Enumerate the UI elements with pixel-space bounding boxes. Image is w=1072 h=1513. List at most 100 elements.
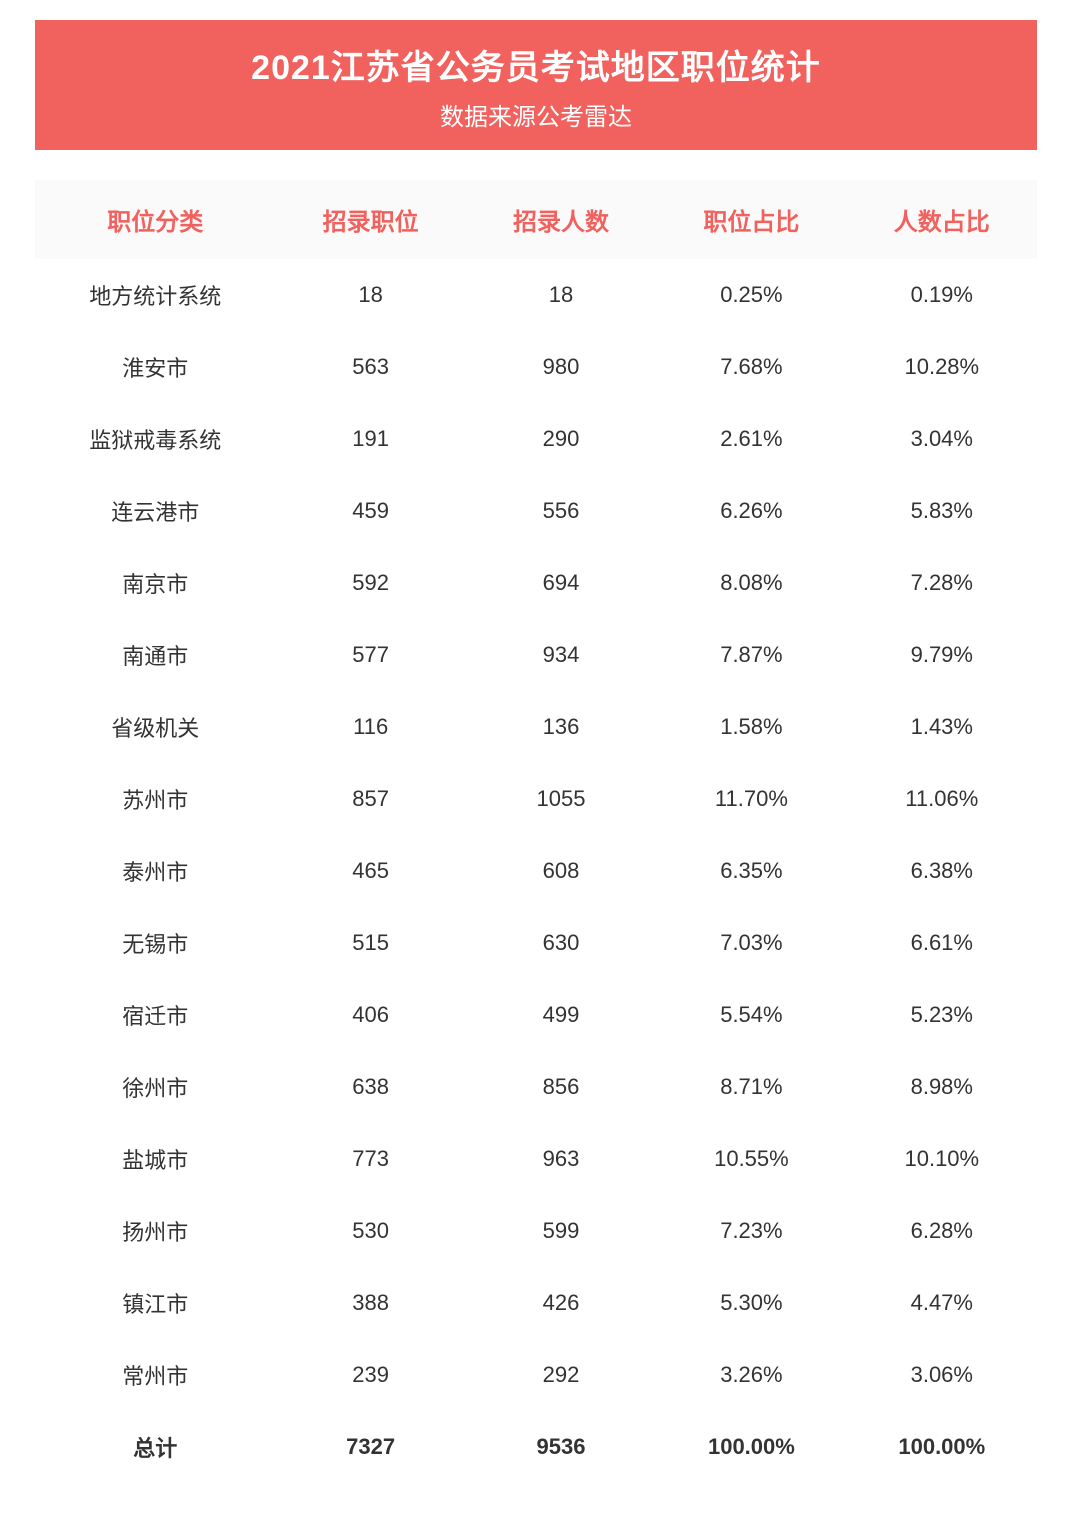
table-row: 地方统计系统18180.25%0.19% bbox=[35, 259, 1037, 331]
stats-table: 职位分类 招录职位 招录人数 职位占比 人数占比 地方统计系统18180.25%… bbox=[35, 180, 1037, 1483]
table-cell: 10.55% bbox=[656, 1123, 846, 1195]
table-cell: 608 bbox=[466, 835, 656, 907]
table-cell: 淮安市 bbox=[35, 331, 275, 403]
col-header: 招录人数 bbox=[466, 180, 656, 259]
table-cell: 563 bbox=[275, 331, 465, 403]
table-cell: 盐城市 bbox=[35, 1123, 275, 1195]
table-total-cell: 100.00% bbox=[656, 1411, 846, 1483]
table-cell: 泰州市 bbox=[35, 835, 275, 907]
table-cell: 南京市 bbox=[35, 547, 275, 619]
table-cell: 徐州市 bbox=[35, 1051, 275, 1123]
table-cell: 南通市 bbox=[35, 619, 275, 691]
table-cell: 6.26% bbox=[656, 475, 846, 547]
table-cell: 963 bbox=[466, 1123, 656, 1195]
table-cell: 630 bbox=[466, 907, 656, 979]
table-cell: 694 bbox=[466, 547, 656, 619]
table-total-cell: 100.00% bbox=[847, 1411, 1037, 1483]
table-cell: 592 bbox=[275, 547, 465, 619]
table-cell: 8.98% bbox=[847, 1051, 1037, 1123]
page-title: 2021江苏省公务员考试地区职位统计 bbox=[35, 40, 1037, 89]
table-cell: 934 bbox=[466, 619, 656, 691]
table-cell: 10.10% bbox=[847, 1123, 1037, 1195]
table-cell: 11.06% bbox=[847, 763, 1037, 835]
table-total-cell: 9536 bbox=[466, 1411, 656, 1483]
table-cell: 856 bbox=[466, 1051, 656, 1123]
table-row: 淮安市5639807.68%10.28% bbox=[35, 331, 1037, 403]
table-cell: 7.68% bbox=[656, 331, 846, 403]
table-row: 监狱戒毒系统1912902.61%3.04% bbox=[35, 403, 1037, 475]
table-cell: 宿迁市 bbox=[35, 979, 275, 1051]
table-row: 苏州市857105511.70%11.06% bbox=[35, 763, 1037, 835]
table-cell: 5.83% bbox=[847, 475, 1037, 547]
table-cell: 116 bbox=[275, 691, 465, 763]
table-cell: 7.28% bbox=[847, 547, 1037, 619]
table-cell: 地方统计系统 bbox=[35, 259, 275, 331]
table-cell: 406 bbox=[275, 979, 465, 1051]
table-cell: 530 bbox=[275, 1195, 465, 1267]
table-row: 省级机关1161361.58%1.43% bbox=[35, 691, 1037, 763]
table-cell: 290 bbox=[466, 403, 656, 475]
table-cell: 3.06% bbox=[847, 1339, 1037, 1411]
table-row: 南京市5926948.08%7.28% bbox=[35, 547, 1037, 619]
table-head: 职位分类 招录职位 招录人数 职位占比 人数占比 bbox=[35, 180, 1037, 259]
col-header: 人数占比 bbox=[847, 180, 1037, 259]
page-container: 2021江苏省公务员考试地区职位统计 数据来源公考雷达 职位分类 招录职位 招录… bbox=[0, 0, 1072, 1513]
table-cell: 459 bbox=[275, 475, 465, 547]
table-cell: 6.35% bbox=[656, 835, 846, 907]
table-cell: 773 bbox=[275, 1123, 465, 1195]
table-total-cell: 总计 bbox=[35, 1411, 275, 1483]
table-cell: 省级机关 bbox=[35, 691, 275, 763]
table-cell: 638 bbox=[275, 1051, 465, 1123]
table-cell: 1.58% bbox=[656, 691, 846, 763]
table-cell: 239 bbox=[275, 1339, 465, 1411]
table-row: 徐州市6388568.71%8.98% bbox=[35, 1051, 1037, 1123]
table-cell: 8.71% bbox=[656, 1051, 846, 1123]
table-row: 宿迁市4064995.54%5.23% bbox=[35, 979, 1037, 1051]
table-cell: 无锡市 bbox=[35, 907, 275, 979]
table-cell: 6.38% bbox=[847, 835, 1037, 907]
table-cell: 2.61% bbox=[656, 403, 846, 475]
table-cell: 6.61% bbox=[847, 907, 1037, 979]
table-cell: 0.25% bbox=[656, 259, 846, 331]
table-row: 南通市5779347.87%9.79% bbox=[35, 619, 1037, 691]
table-cell: 8.08% bbox=[656, 547, 846, 619]
table-cell: 5.30% bbox=[656, 1267, 846, 1339]
table-cell: 苏州市 bbox=[35, 763, 275, 835]
table-cell: 常州市 bbox=[35, 1339, 275, 1411]
table-cell: 扬州市 bbox=[35, 1195, 275, 1267]
table-cell: 577 bbox=[275, 619, 465, 691]
table-total-row: 总计73279536100.00%100.00% bbox=[35, 1411, 1037, 1483]
table-cell: 1.43% bbox=[847, 691, 1037, 763]
table-row: 无锡市5156307.03%6.61% bbox=[35, 907, 1037, 979]
table-cell: 5.23% bbox=[847, 979, 1037, 1051]
table-row: 扬州市5305997.23%6.28% bbox=[35, 1195, 1037, 1267]
table-cell: 7.23% bbox=[656, 1195, 846, 1267]
table-cell: 11.70% bbox=[656, 763, 846, 835]
table-cell: 857 bbox=[275, 763, 465, 835]
table-total-cell: 7327 bbox=[275, 1411, 465, 1483]
table-cell: 镇江市 bbox=[35, 1267, 275, 1339]
table-cell: 292 bbox=[466, 1339, 656, 1411]
table-cell: 465 bbox=[275, 835, 465, 907]
table-cell: 5.54% bbox=[656, 979, 846, 1051]
table-cell: 7.87% bbox=[656, 619, 846, 691]
table-cell: 6.28% bbox=[847, 1195, 1037, 1267]
table-cell: 599 bbox=[466, 1195, 656, 1267]
table-body: 地方统计系统18180.25%0.19%淮安市5639807.68%10.28%… bbox=[35, 259, 1037, 1483]
table-cell: 980 bbox=[466, 331, 656, 403]
table-cell: 191 bbox=[275, 403, 465, 475]
table-cell: 556 bbox=[466, 475, 656, 547]
table-cell: 18 bbox=[466, 259, 656, 331]
table-cell: 499 bbox=[466, 979, 656, 1051]
table-row: 泰州市4656086.35%6.38% bbox=[35, 835, 1037, 907]
table-cell: 515 bbox=[275, 907, 465, 979]
table-cell: 136 bbox=[466, 691, 656, 763]
table-row: 连云港市4595566.26%5.83% bbox=[35, 475, 1037, 547]
table-cell: 7.03% bbox=[656, 907, 846, 979]
table-cell: 388 bbox=[275, 1267, 465, 1339]
col-header: 职位占比 bbox=[656, 180, 846, 259]
table-row: 盐城市77396310.55%10.10% bbox=[35, 1123, 1037, 1195]
table-cell: 3.04% bbox=[847, 403, 1037, 475]
col-header: 招录职位 bbox=[275, 180, 465, 259]
page-subtitle: 数据来源公考雷达 bbox=[35, 97, 1037, 132]
